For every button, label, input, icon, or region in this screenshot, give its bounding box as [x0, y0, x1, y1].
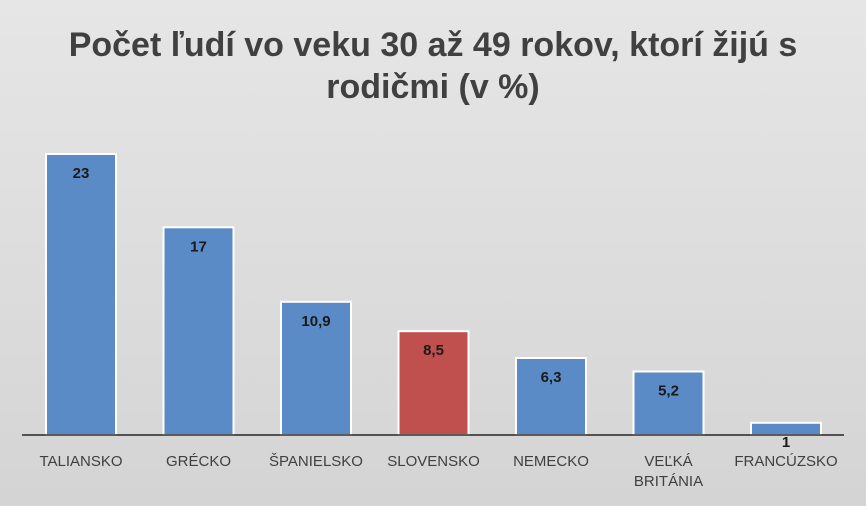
data-label-2: 10,9 — [301, 313, 330, 330]
bar-3 — [397, 330, 470, 437]
data-label-0: 23 — [73, 165, 90, 182]
category-label-6: FRANCÚZSKO — [734, 453, 837, 470]
bar-0 — [45, 153, 117, 436]
chart-title-line-1: Počet ľudí vo veku 30 až 49 rokov, ktorí… — [69, 26, 798, 64]
category-label-1: GRÉCKO — [166, 453, 231, 470]
category-label-0: TALIANSKO — [39, 453, 122, 470]
category-label-5: VEĽKÁ BRITÁNIA — [634, 453, 703, 490]
bar-5 — [632, 370, 705, 436]
category-labels-group: TALIANSKO GRÉCKO ŠPANIELSKO SLOVENSKO NEMECK… — [39, 453, 837, 490]
category-label-2: ŠPANIELSKO — [269, 453, 363, 470]
data-label-4: 6,3 — [541, 369, 562, 386]
bars-group — [45, 153, 822, 437]
data-label-3: 8,5 — [423, 342, 444, 359]
data-labels-group: 23 17 10,9 8,5 6,3 5,2 1 — [73, 165, 791, 451]
data-label-6: 1 — [782, 434, 790, 451]
category-label-4: NEMECKO — [513, 453, 589, 470]
data-label-5: 5,2 — [658, 383, 679, 400]
category-label-3: SLOVENSKO — [387, 453, 480, 470]
data-label-1: 17 — [190, 238, 207, 255]
bar-1 — [162, 226, 235, 436]
bar-2 — [280, 300, 352, 436]
chart-title-line-2: rodičmi (v %) — [326, 68, 539, 106]
